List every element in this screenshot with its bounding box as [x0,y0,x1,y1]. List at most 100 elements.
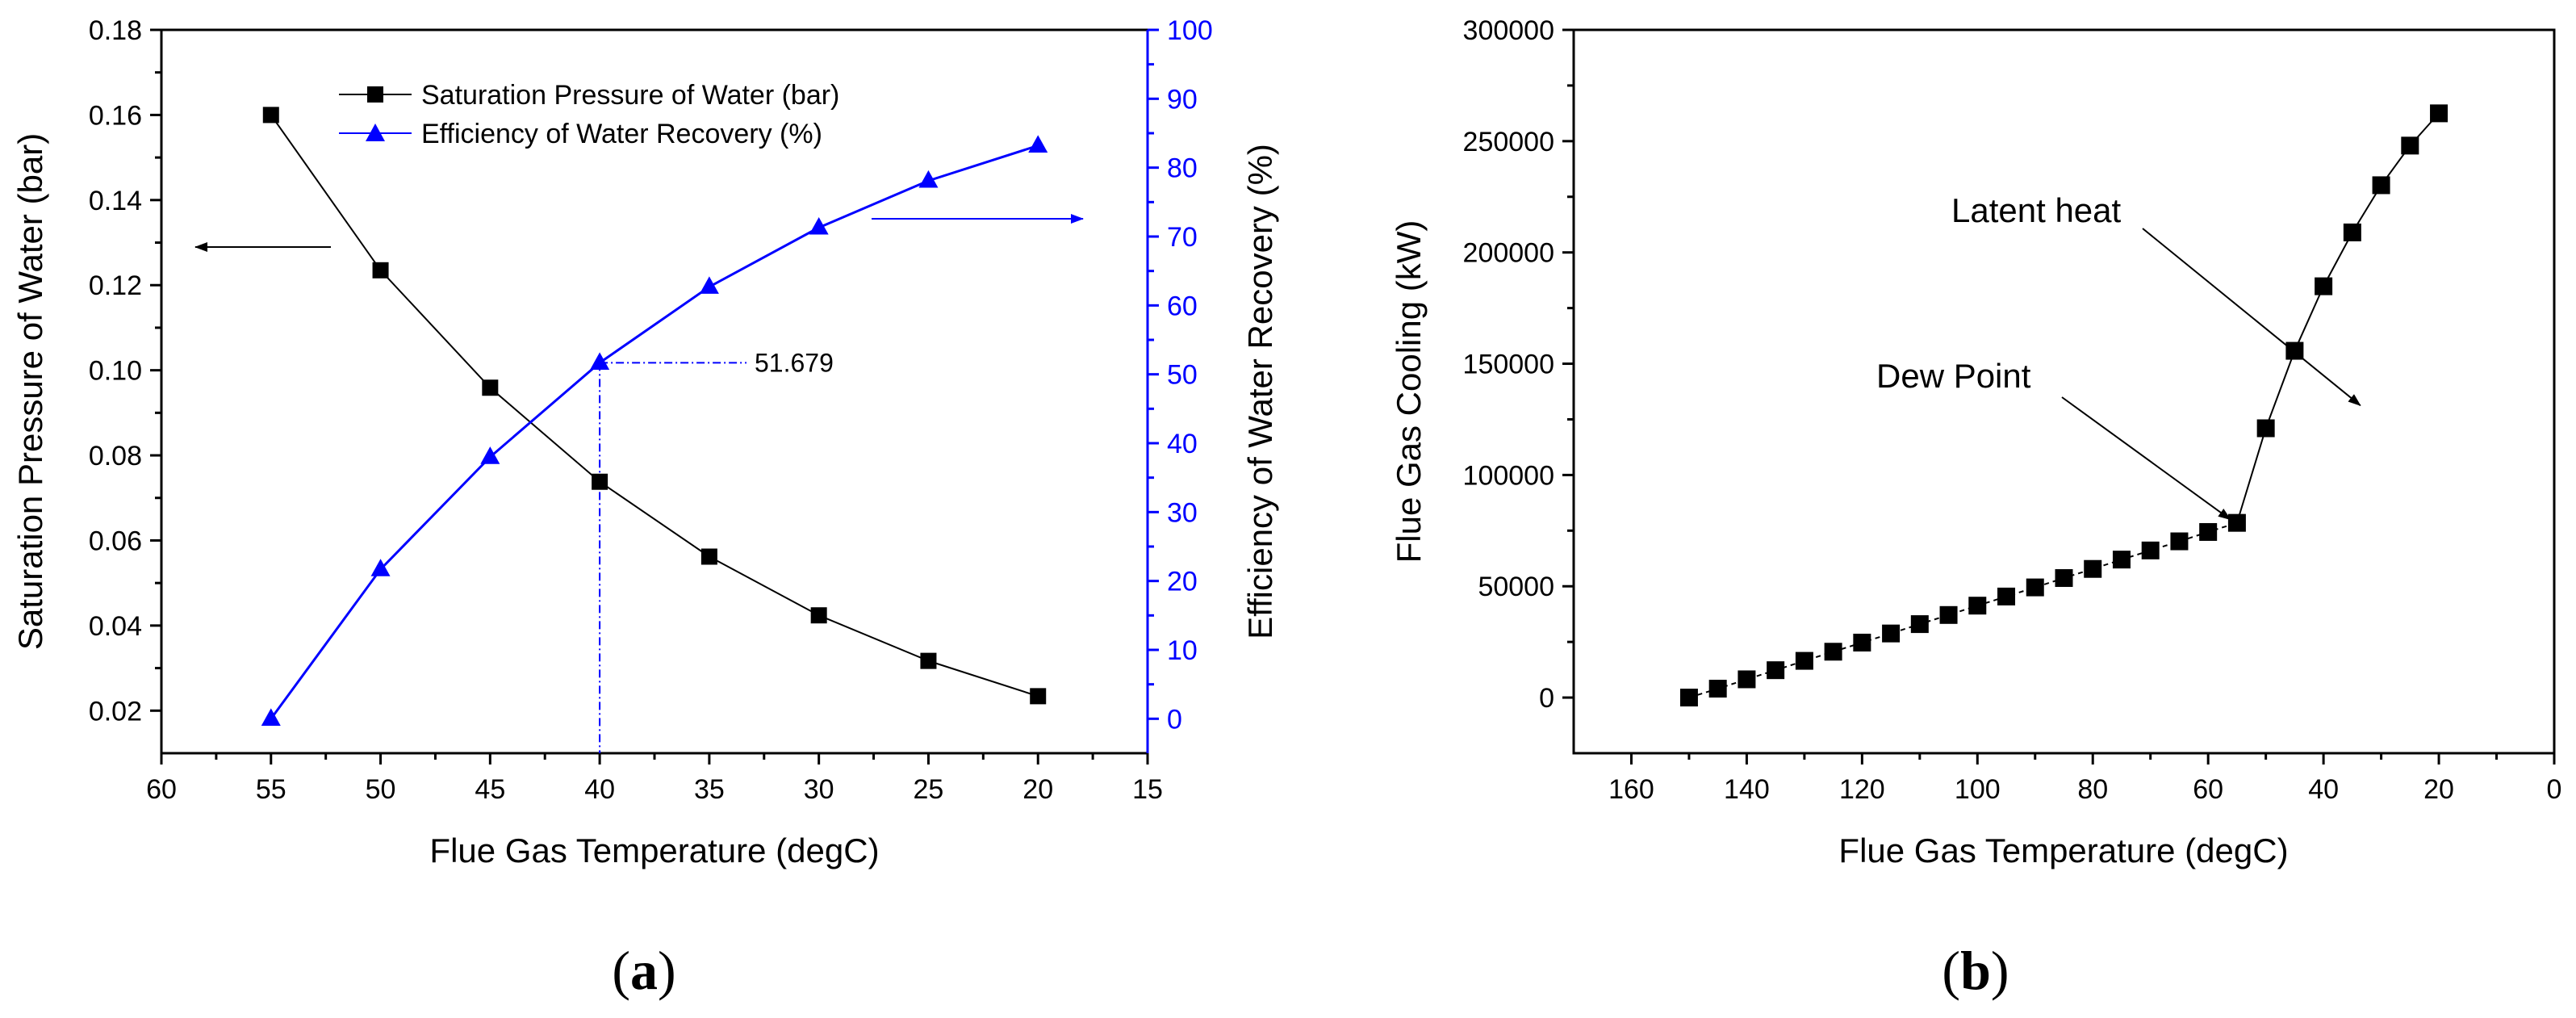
x-axis-title-a: Flue Gas Temperature (degC) [429,832,879,869]
y-tick-label-b: 50000 [1478,572,1554,602]
series-line-pressure [270,114,1039,698]
data-point-cooling [2199,522,2218,541]
y-left-tick-label: 0.08 [89,441,142,471]
x-tick-label-a: 35 [694,774,725,805]
data-point-cooling [1767,661,1785,680]
y-left-tick-label: 0.04 [89,611,142,642]
data-point-cooling [2112,551,2131,569]
y-tick-label-b: 150000 [1463,350,1554,380]
x-axis-title-b: Flue Gas Temperature (degC) [1838,832,2288,869]
y-left-tick-label: 0.18 [89,15,142,46]
x-tick-label-a: 15 [1132,774,1163,805]
data-point-cooling [1939,605,1958,624]
data-point-cooling [2372,176,2390,195]
axis-ticks-a: 60 55 50 45 40 35 30 25 20 15 0.02 0.04 0.06 0.08 0.10… [89,15,1213,805]
x-tick-label-b: 100 [1955,774,2001,805]
data-point-efficiency [699,276,719,294]
data-point-cooling [1795,651,1813,670]
data-point-cooling [2084,559,2102,578]
legend-label-efficiency: Efficiency of Water Recovery (%) [421,119,822,149]
x-tick-label-b: 40 [2308,774,2339,805]
x-tick-label-a: 60 [146,774,177,805]
legend-a: Saturation Pressure of Water (bar) Effic… [339,80,839,149]
y-tick-label-b: 250000 [1463,127,1554,157]
x-tick-label-a: 50 [366,774,396,805]
panel-label-b: (b) [1942,940,2009,1001]
y-right-tick-label: 70 [1167,222,1198,253]
x-tick-label-b: 0 [2547,774,2562,805]
x-tick-label-a: 55 [256,774,286,805]
data-point-cooling [1997,587,2016,605]
data-point-cooling [2026,578,2044,597]
chart-panel-a: 60 55 50 45 40 35 30 25 20 15 0.02 0.04 0.06 0.08 0.10… [11,15,1279,869]
data-point-pressure [262,107,279,124]
y-tick-label-b: 0 [1539,683,1554,714]
y-right-tick-label: 100 [1167,15,1213,46]
x-tick-label-b: 120 [1839,774,1885,805]
y-right-tick-label: 80 [1167,153,1198,184]
series-line-sensible [1688,522,2238,699]
annotation-value-label: 51.679 [755,348,834,377]
data-points-a [261,107,1048,726]
legend-label-pressure: Saturation Pressure of Water (bar) [421,80,839,111]
data-point-efficiency [480,446,500,464]
data-point-cooling [2227,513,2246,532]
y-right-tick-label: 40 [1167,429,1198,459]
y-right-tick-label: 90 [1167,84,1198,115]
panel-label-a: (a) [612,940,675,1001]
y-left-tick-label: 0.06 [89,526,142,556]
y-tick-label-b: 100000 [1463,460,1554,491]
data-point-cooling [1708,680,1727,698]
x-tick-label-a: 30 [804,774,834,805]
data-point-cooling [1824,643,1842,661]
data-point-cooling [2430,104,2448,123]
y-tick-label-b: 300000 [1463,15,1554,46]
data-point-cooling [2055,569,2073,588]
annotation-latent-heat: Latent heat [1951,191,2122,229]
chart-panel-b: 160 140 120 100 80 60 40 20 0 0 50000 100000 150000 2… [1390,15,2561,869]
data-point-cooling [2256,419,2275,438]
x-tick-label-b: 80 [2077,774,2108,805]
annotation-dew-point: Dew Point [1876,357,2031,395]
x-tick-label-a: 25 [914,774,944,805]
data-point-pressure [592,473,608,490]
annotation-arrow-dew-point [2061,396,2231,521]
data-point-cooling [2401,136,2419,155]
data-point-pressure [700,548,717,565]
y-right-tick-label: 50 [1167,360,1198,391]
data-point-cooling [1882,624,1901,643]
data-point-cooling [2315,277,2333,295]
y-left-tick-label: 0.14 [89,186,142,216]
x-tick-label-a: 20 [1022,774,1053,805]
legend-marker-square [367,86,383,103]
annotation-guides-a [599,362,746,753]
data-point-pressure [1030,688,1047,705]
x-tick-label-b: 160 [1608,774,1654,805]
y-right-tick-label: 0 [1167,704,1182,735]
data-point-cooling [1910,615,1929,634]
data-point-cooling [1853,633,1871,651]
x-tick-label-b: 20 [2423,774,2454,805]
data-point-pressure [482,379,499,396]
data-point-cooling [1679,689,1698,707]
data-point-pressure [372,262,389,279]
y-left-tick-label: 0.16 [89,100,142,131]
y-right-tick-label: 20 [1167,567,1198,597]
series-line-efficiency [270,144,1039,720]
y-axis-title-right: Efficiency of Water Recovery (%) [1241,144,1279,639]
y-tick-label-b: 200000 [1463,238,1554,269]
data-point-efficiency [1028,135,1048,153]
plot-frame-b [1572,28,2556,755]
data-point-pressure [810,607,827,624]
y-left-tick-label: 0.12 [89,270,142,301]
data-point-cooling [1738,670,1756,689]
data-point-efficiency [261,708,281,726]
data-point-efficiency [809,216,829,235]
series-line-latent [2235,112,2440,523]
data-point-efficiency [918,170,939,188]
y-right-tick-label: 30 [1167,497,1198,528]
y-left-tick-label: 0.10 [89,356,142,387]
x-tick-label-b: 140 [1724,774,1770,805]
y-axis-title-b: Flue Gas Cooling (kW) [1390,220,1428,563]
